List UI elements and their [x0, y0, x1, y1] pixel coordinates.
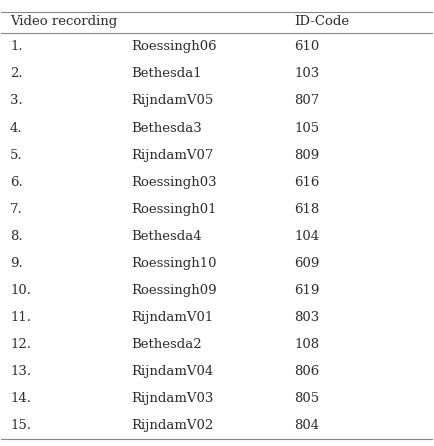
Text: 9.: 9. [10, 257, 23, 270]
Text: 803: 803 [295, 311, 320, 324]
Text: 15.: 15. [10, 419, 31, 432]
Text: Roessingh10: Roessingh10 [131, 257, 216, 270]
Text: 809: 809 [295, 149, 320, 161]
Text: RijndamV02: RijndamV02 [131, 419, 213, 432]
Text: Roessingh01: Roessingh01 [131, 203, 216, 216]
Text: 610: 610 [295, 40, 320, 54]
Text: Bethesda3: Bethesda3 [131, 121, 201, 135]
Text: 619: 619 [295, 284, 320, 297]
Text: 14.: 14. [10, 392, 31, 405]
Text: 4.: 4. [10, 121, 23, 135]
Text: Roessingh06: Roessingh06 [131, 40, 217, 54]
Text: 103: 103 [295, 67, 320, 80]
Text: RijndamV01: RijndamV01 [131, 311, 213, 324]
Text: Roessingh09: Roessingh09 [131, 284, 217, 297]
Text: 11.: 11. [10, 311, 31, 324]
Text: 609: 609 [295, 257, 320, 270]
Text: 8.: 8. [10, 230, 23, 243]
Text: 10.: 10. [10, 284, 31, 297]
Text: 2.: 2. [10, 67, 23, 80]
Text: 616: 616 [295, 176, 320, 189]
Text: Bethesda4: Bethesda4 [131, 230, 201, 243]
Text: Bethesda2: Bethesda2 [131, 338, 201, 351]
Text: 108: 108 [295, 338, 320, 351]
Text: RijndamV04: RijndamV04 [131, 365, 213, 378]
Text: 12.: 12. [10, 338, 31, 351]
Text: 804: 804 [295, 419, 320, 432]
Text: RijndamV03: RijndamV03 [131, 392, 213, 405]
Text: Video recording: Video recording [10, 15, 117, 28]
Text: RijndamV07: RijndamV07 [131, 149, 213, 161]
Text: Bethesda1: Bethesda1 [131, 67, 201, 80]
Text: ID-Code: ID-Code [295, 15, 350, 28]
Text: Roessingh03: Roessingh03 [131, 176, 217, 189]
Text: 5.: 5. [10, 149, 23, 161]
Text: 618: 618 [295, 203, 320, 216]
Text: 13.: 13. [10, 365, 31, 378]
Text: 1.: 1. [10, 40, 23, 54]
Text: 104: 104 [295, 230, 320, 243]
Text: 807: 807 [295, 95, 320, 107]
Text: 105: 105 [295, 121, 320, 135]
Text: 806: 806 [295, 365, 320, 378]
Text: 6.: 6. [10, 176, 23, 189]
Text: 805: 805 [295, 392, 320, 405]
Text: 7.: 7. [10, 203, 23, 216]
Text: RijndamV05: RijndamV05 [131, 95, 213, 107]
Text: 3.: 3. [10, 95, 23, 107]
